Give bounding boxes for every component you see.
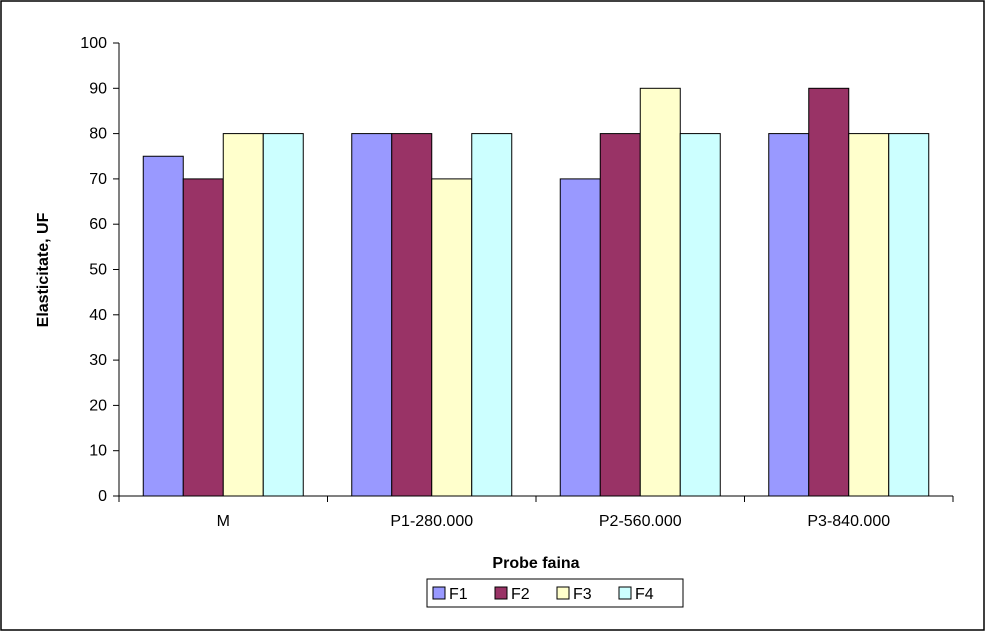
y-tick-label: 50 <box>89 262 107 279</box>
legend-label-f1: F1 <box>449 586 468 603</box>
bar-f3-4 <box>848 133 890 497</box>
bar-f4-2 <box>471 133 513 497</box>
legend-box <box>426 578 684 608</box>
bar-f2-4 <box>808 87 850 497</box>
legend-label-f3: F3 <box>573 586 592 603</box>
bar-f3-2 <box>431 178 473 497</box>
y-tick-label: 30 <box>89 352 107 369</box>
bar-f4-4 <box>888 133 930 497</box>
bar-f4-3 <box>679 133 721 497</box>
bar-f2-2 <box>391 133 433 497</box>
y-tick-label: 70 <box>89 171 107 188</box>
bar-f3-1 <box>222 133 264 497</box>
bar-f1-3 <box>559 178 601 497</box>
y-tick-label: 0 <box>98 488 107 505</box>
y-tick-label: 10 <box>89 443 107 460</box>
bar-f2-1 <box>182 178 224 497</box>
x-tick-label: P2-560.000 <box>599 513 682 530</box>
bar-f3-3 <box>639 87 681 497</box>
plot-area: 0 10 20 30 40 50 60 70 80 90 100 M P1-280.000 P2-560.… <box>80 35 954 530</box>
bar-f4-1 <box>262 133 304 497</box>
y-tick-label: 20 <box>89 397 107 414</box>
legend-swatch-f3 <box>556 586 570 600</box>
y-axis-title: Elasticitate, UF <box>35 212 52 327</box>
x-tick-label: P1-280.000 <box>390 513 473 530</box>
legend: F1 F2 F3 F4 <box>426 578 684 608</box>
legend-swatch-f4 <box>618 586 632 600</box>
bar-f2-3 <box>599 133 641 497</box>
bar-f1-1 <box>142 155 184 497</box>
x-axis-title: Probe faina <box>492 555 579 572</box>
x-tick-label: P3-840.000 <box>807 513 890 530</box>
bar-f1-4 <box>768 133 810 497</box>
y-tick-label: 60 <box>89 216 107 233</box>
bar-f1-2 <box>351 133 393 497</box>
y-tick-label: 80 <box>89 126 107 143</box>
legend-label-f2: F2 <box>511 586 530 603</box>
x-tick-label: M <box>217 513 230 530</box>
y-tick-label: 90 <box>89 80 107 97</box>
legend-swatch-f1 <box>432 586 446 600</box>
y-tick-label: 40 <box>89 307 107 324</box>
legend-swatch-f2 <box>494 586 508 600</box>
y-tick-label: 100 <box>80 35 107 52</box>
legend-label-f4: F4 <box>635 586 654 603</box>
